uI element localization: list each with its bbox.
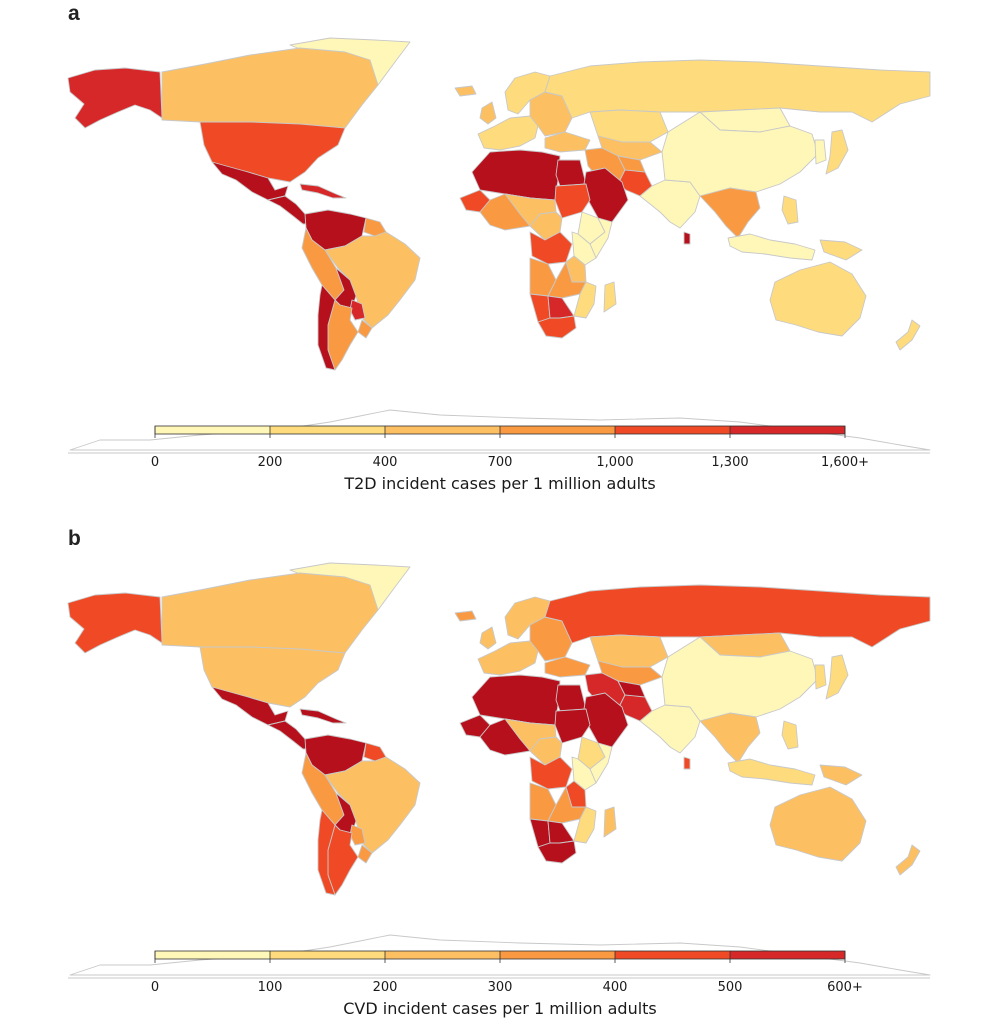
region-egypt [555, 159, 587, 187]
region-chile [317, 809, 336, 896]
legend-tick-label: 100 [258, 980, 283, 995]
region-new-zealand [895, 844, 921, 876]
region-namibia [529, 293, 551, 323]
region-papua [819, 764, 863, 786]
legend-tick-label: 0 [151, 980, 159, 995]
region-new-zealand [895, 319, 921, 351]
legend-caption: CVD incident cases per 1 million adults [343, 999, 657, 1018]
legend-tick-label: 1,300 [711, 455, 748, 470]
legend-tick-label: 600+ [827, 980, 863, 995]
region-uk [479, 626, 497, 650]
legend-swatch [500, 426, 615, 434]
region-north-africa [471, 674, 561, 726]
region-botswana [547, 295, 575, 319]
legend-tick-label: 1,000 [596, 455, 633, 470]
world-map-t2d: 0 200 400 700 1,000 1,300 1,600+ [67, 37, 931, 470]
region-botswana [547, 820, 575, 844]
legend-swatch [270, 951, 385, 959]
region-egypt [555, 684, 587, 712]
legend-tick-label: 400 [373, 455, 398, 470]
region-canada [161, 47, 379, 131]
legend-swatch [500, 951, 615, 959]
region-iceland [454, 610, 477, 622]
legend-swatch [385, 426, 500, 434]
region-madagascar [603, 806, 617, 838]
region-canada [161, 572, 379, 656]
legend-swatch [730, 951, 845, 959]
region-madagascar [603, 281, 617, 313]
legend-tick-label: 0 [151, 455, 159, 470]
legend-tick-label: 500 [718, 980, 743, 995]
region-alaska [67, 592, 163, 654]
region-south-africa [537, 315, 577, 339]
region-japan [825, 654, 849, 700]
region-australia [769, 261, 867, 337]
region-sri-lanka [683, 756, 691, 770]
region-sea-mainland [699, 712, 761, 764]
region-japan [825, 129, 849, 175]
world-map-cvd: 0 100 200 300 400 500 600+ [67, 562, 931, 995]
region-philippines [781, 195, 799, 225]
region-western-europe [477, 640, 539, 676]
legend-tick-label: 200 [258, 455, 283, 470]
region-caribbean [299, 708, 347, 724]
legend-caption: T2D incident cases per 1 million adults [344, 474, 656, 493]
legend-tick-label: 200 [373, 980, 398, 995]
region-uruguay [357, 319, 373, 339]
panel-a: a 0 200 400 700 1,000 1,300 1,600+ T2D inciden… [0, 0, 1000, 500]
region-korea [814, 139, 827, 165]
region-australia [769, 786, 867, 862]
region-south-africa [537, 840, 577, 864]
region-indonesia [727, 758, 816, 786]
legend-swatch [615, 426, 730, 434]
panel-b: b 0 100 200 300 400 500 600+ CVD incident case… [0, 525, 1000, 1025]
panel-letter: a [68, 2, 80, 25]
legend-tick-label: 700 [488, 455, 513, 470]
legend-swatch [270, 426, 385, 434]
region-sea-mainland [699, 187, 761, 239]
legend-tick-label: 300 [488, 980, 513, 995]
legend-swatch [385, 951, 500, 959]
region-north-africa [471, 149, 561, 201]
region-korea [814, 664, 827, 690]
region-uk [479, 101, 497, 125]
legend-tick-label: 1,600+ [821, 455, 869, 470]
panel-letter: b [68, 527, 81, 550]
region-india [639, 179, 701, 229]
region-western-europe [477, 115, 539, 151]
region-indonesia [727, 233, 816, 261]
region-papua [819, 239, 863, 261]
region-iceland [454, 85, 477, 97]
legend-swatch [155, 426, 270, 434]
legend-tick-label: 400 [603, 980, 628, 995]
region-caribbean [299, 183, 347, 199]
region-chile [317, 284, 336, 371]
region-namibia [529, 818, 551, 848]
region-congo [529, 756, 573, 790]
region-philippines [781, 720, 799, 750]
region-alaska [67, 67, 163, 129]
legend-swatch [615, 951, 730, 959]
region-uruguay [357, 844, 373, 864]
region-sri-lanka [683, 231, 691, 245]
region-congo [529, 231, 573, 265]
legend-swatch [155, 951, 270, 959]
legend-swatch [730, 426, 845, 434]
region-india [639, 704, 701, 754]
